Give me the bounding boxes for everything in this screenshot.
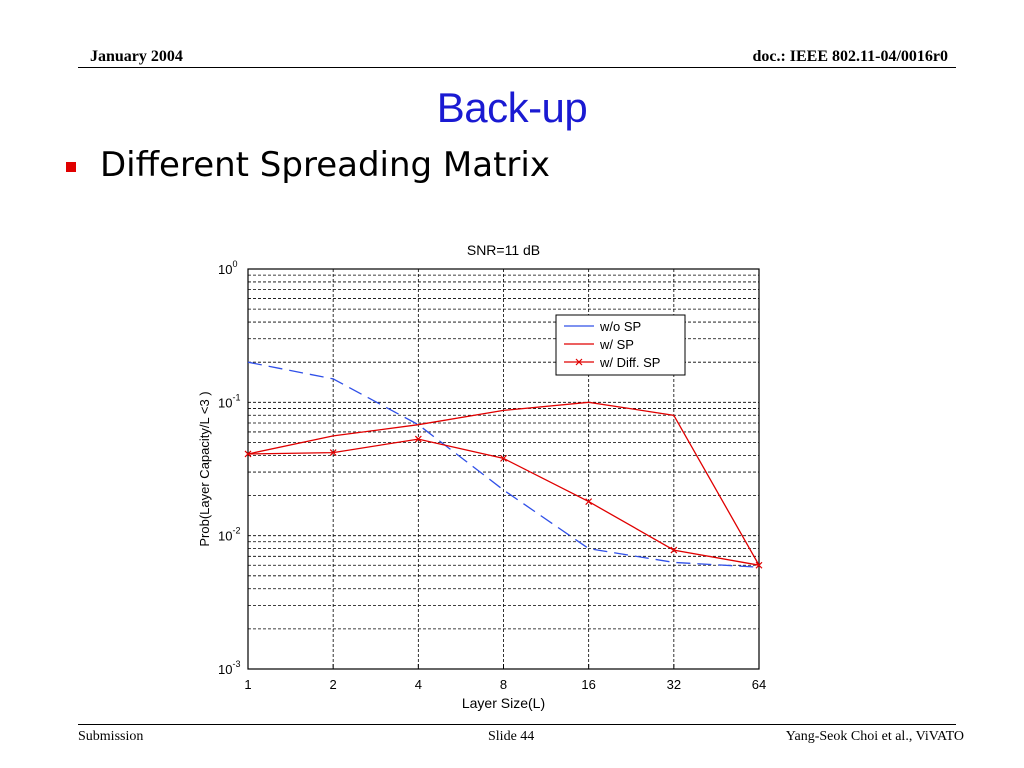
x-tick-label: 32: [667, 677, 681, 692]
footer-submission: Submission: [78, 729, 144, 744]
legend-label: w/o SP: [599, 319, 641, 334]
y-axis-label: Prob(Layer Capacity/L <3 ): [197, 391, 212, 546]
slide-title: Back-up: [436, 84, 588, 131]
data-point-marker: [244, 450, 252, 458]
legend-label: w/ SP: [599, 337, 634, 352]
data-point-marker: [585, 498, 593, 506]
header-date: January 2004: [90, 48, 183, 65]
legend-box: [555, 314, 686, 376]
header-divider: [78, 67, 956, 68]
header-doc-number: doc.: IEEE 802.11-04/0016r0: [752, 48, 948, 65]
data-point-marker: [329, 449, 337, 456]
series-line: [247, 361, 760, 568]
footer-divider: [78, 724, 956, 725]
x-tick-label: 64: [752, 677, 766, 692]
x-tick-label: 4: [415, 677, 422, 692]
x-tick-label: 8: [500, 677, 507, 692]
footer-slide-number: Slide 44: [488, 729, 535, 744]
data-point-marker: [755, 561, 763, 569]
data-point-marker: [670, 546, 678, 554]
x-tick-label: 16: [581, 677, 595, 692]
x-tick-label: 2: [330, 677, 337, 692]
chart-title: SNR=11 dB: [467, 242, 540, 258]
bullet-text: Different Spreading Matrix: [100, 145, 550, 185]
data-point-marker: [500, 454, 507, 462]
series-line: [247, 401, 760, 566]
footer-authors: Yang-Seok Choi et al., ViVATO: [785, 729, 964, 744]
y-tick-label: 10-1: [218, 392, 240, 410]
data-point-marker: [414, 435, 422, 443]
y-tick-label: 10-3: [218, 659, 240, 677]
x-axis-label: Layer Size(L): [462, 695, 545, 711]
legend-label: w/ Diff. SP: [599, 355, 660, 370]
y-tick-label: 10-2: [218, 526, 240, 544]
y-tick-label: 100: [218, 259, 237, 277]
x-tick-label: 1: [244, 677, 251, 692]
legend-marker: [575, 358, 583, 366]
bullet-square-icon: [66, 162, 76, 172]
